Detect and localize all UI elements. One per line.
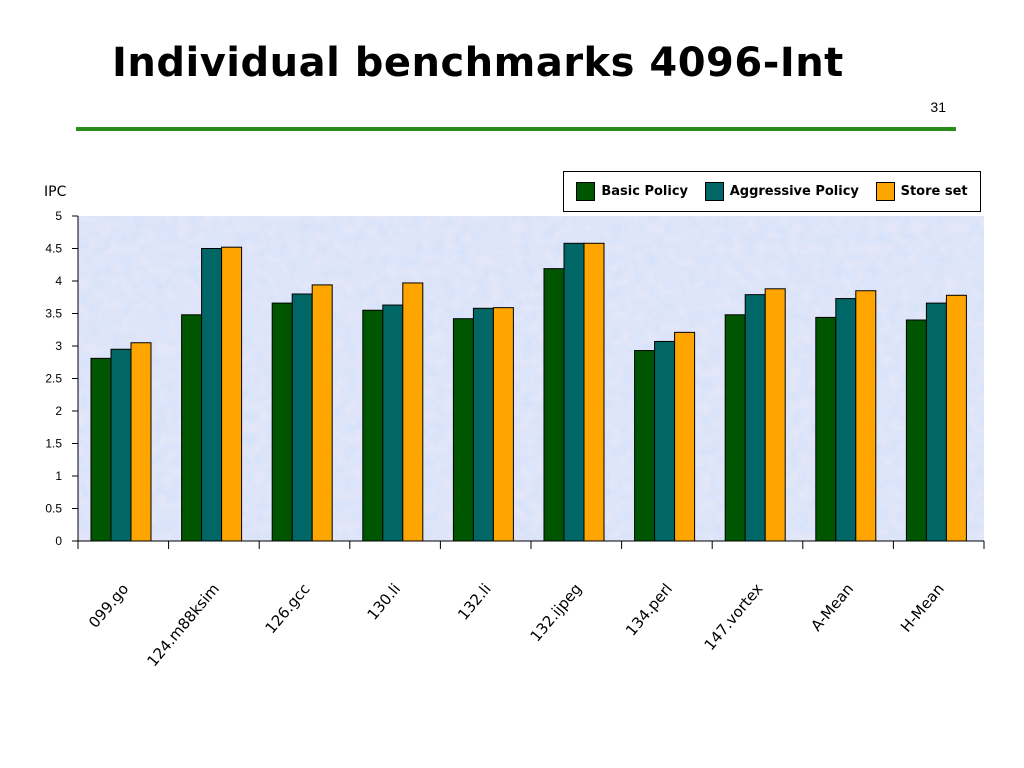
legend-item-store-set: Store set: [875, 182, 968, 201]
bar-store-set-099-go: [130, 342, 152, 542]
x-tick-label: 132.ijpeg: [527, 580, 586, 645]
bar-aggressive-policy-126-gcc: [291, 293, 313, 542]
bar-store-set-130-li: [402, 282, 424, 542]
legend-item-aggressive-policy: Aggressive Policy: [704, 182, 859, 201]
x-tick-label: 147.vortex: [700, 580, 766, 654]
legend-label-basic-policy: Basic Policy: [601, 184, 689, 199]
y-tick-label: 0.5: [45, 502, 62, 516]
bar-store-set-a-mean: [855, 290, 877, 542]
bar-aggressive-policy-132-ijpeg: [563, 242, 585, 542]
y-tick-label: 0: [55, 534, 62, 548]
page-number: 31: [930, 99, 946, 115]
bar-basic-policy-126-gcc: [271, 302, 293, 542]
bar-basic-policy-147-vortex: [724, 314, 746, 542]
bar-aggressive-policy-134-perl: [654, 340, 676, 542]
bar-store-set-h-mean: [945, 294, 967, 542]
x-tick-label: 132.li: [454, 580, 495, 624]
bar-basic-policy-132-li: [452, 318, 474, 542]
y-tick-label: 3.5: [45, 307, 62, 321]
bar-basic-policy-132-ijpeg: [543, 268, 565, 542]
y-tick-label: 2.5: [45, 372, 62, 386]
bar-aggressive-policy-124-m88ksim: [201, 248, 223, 542]
bar-store-set-147-vortex: [764, 288, 786, 542]
bar-aggressive-policy-130-li: [382, 304, 404, 542]
legend-swatch-store-set: [875, 182, 895, 201]
y-tick-label: 2: [55, 404, 62, 418]
chart-legend: Basic Policy Aggressive Policy Store set: [563, 171, 981, 212]
y-tick-label: 1.5: [45, 437, 62, 451]
bar-basic-policy-124-m88ksim: [181, 314, 203, 542]
x-tick-label: 130.li: [364, 580, 405, 624]
bar-basic-policy-a-mean: [815, 316, 837, 542]
bar-aggressive-policy-099-go: [110, 348, 132, 542]
y-tick-label: 4.5: [45, 242, 62, 256]
x-tick-label: 134.perl: [622, 580, 676, 639]
legend-swatch-aggressive-policy: [704, 182, 724, 201]
bar-basic-policy-134-perl: [634, 350, 656, 542]
legend-label-aggressive-policy: Aggressive Policy: [729, 184, 859, 199]
x-tick-label: 126.gcc: [262, 580, 314, 637]
y-tick-label: 4: [55, 274, 62, 288]
title-divider: [76, 127, 956, 131]
slide-title: Individual benchmarks 4096-Int: [112, 40, 844, 86]
legend-label-store-set: Store set: [900, 184, 968, 199]
bar-aggressive-policy-h-mean: [925, 302, 947, 542]
bar-basic-policy-130-li: [362, 309, 384, 542]
x-tick-label: 124.m88ksim: [143, 580, 223, 670]
bar-basic-policy-099-go: [90, 357, 112, 542]
x-tick-label: H-Mean: [897, 580, 948, 636]
y-axis-title: IPC: [44, 184, 67, 200]
bar-store-set-126-gcc: [311, 284, 333, 542]
x-tick-label: 099.go: [85, 580, 132, 631]
y-tick-label: 1: [55, 469, 62, 483]
y-tick-label: 3: [55, 339, 62, 353]
legend-swatch-basic-policy: [576, 182, 596, 201]
bar-aggressive-policy-147-vortex: [744, 294, 766, 542]
bar-store-set-132-li: [492, 307, 514, 542]
bar-basic-policy-h-mean: [905, 319, 927, 542]
bar-aggressive-policy-a-mean: [835, 298, 857, 542]
legend-item-basic-policy: Basic Policy: [576, 182, 688, 201]
bar-store-set-124-m88ksim: [221, 246, 243, 542]
x-tick-label: A-Mean: [807, 580, 857, 635]
bar-aggressive-policy-132-li: [472, 307, 494, 542]
bar-store-set-132-ijpeg: [583, 242, 605, 542]
y-tick-label: 5: [55, 209, 62, 223]
bar-store-set-134-perl: [674, 331, 696, 542]
